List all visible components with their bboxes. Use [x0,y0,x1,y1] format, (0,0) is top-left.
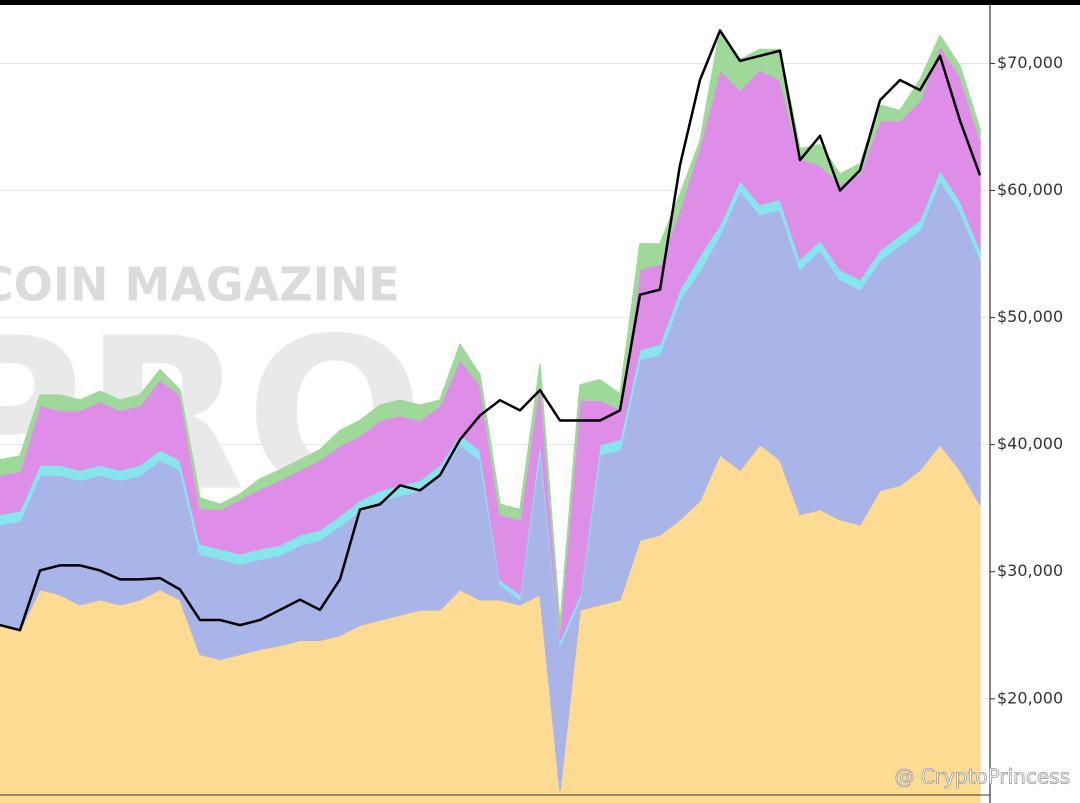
watermark: COIN MAGAZINE [0,258,400,312]
y-tick-label: $20,000 [997,688,1063,707]
y-tick-label: $60,000 [997,180,1063,199]
y-tick-label: $40,000 [997,434,1063,453]
top-bar [0,0,1080,5]
price-line [0,29,982,632]
y-tick-label: $70,000 [997,53,1063,72]
area [0,29,981,631]
y-tick-label: $50,000 [997,307,1063,326]
y-tick-label: $30,000 [997,561,1063,580]
watermark: @ CryptoPrincess [895,765,1070,789]
axis-panel [991,5,1080,803]
